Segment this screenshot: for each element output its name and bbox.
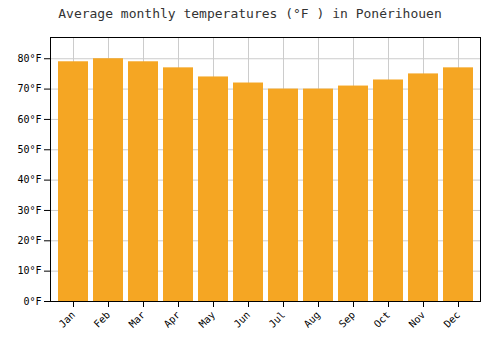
svg-text:20°F: 20°F — [17, 235, 41, 246]
svg-text:Apr: Apr — [162, 309, 183, 330]
svg-text:10°F: 10°F — [17, 265, 41, 276]
svg-text:Jun: Jun — [232, 309, 253, 330]
svg-text:Aug: Aug — [302, 309, 323, 330]
svg-text:May: May — [197, 309, 218, 330]
svg-text:Sep: Sep — [337, 309, 358, 330]
svg-text:80°F: 80°F — [17, 53, 41, 64]
svg-text:40°F: 40°F — [17, 174, 41, 185]
svg-text:0°F: 0°F — [23, 296, 41, 307]
svg-text:Mar: Mar — [127, 309, 148, 330]
svg-text:Nov: Nov — [407, 309, 428, 330]
svg-text:Jan: Jan — [57, 309, 78, 330]
svg-text:30°F: 30°F — [17, 205, 41, 216]
html-text:Average monthly temperatures (: Average monthly temperatures (°F ) in Po… — [58, 6, 442, 21]
svg-text:Jul: Jul — [267, 309, 288, 330]
svg-text:Feb: Feb — [92, 309, 113, 330]
svg-text:60°F: 60°F — [17, 114, 41, 125]
svg-text:70°F: 70°F — [17, 83, 41, 94]
svg-text:Oct: Oct — [372, 309, 393, 330]
svg-text:50°F: 50°F — [17, 144, 41, 155]
svg-text:Dec: Dec — [442, 309, 463, 330]
